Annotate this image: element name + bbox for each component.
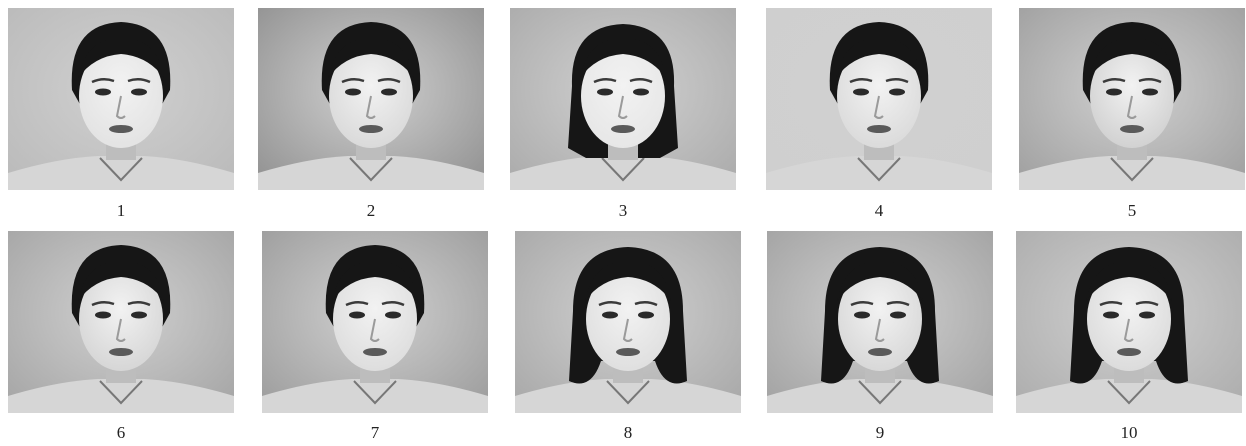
face-photo-4 [766,8,992,190]
face-caption-3: 3 [618,201,628,220]
face-photo-5 [1019,8,1245,190]
face-panel-10 [1016,231,1242,413]
face-photo-1 [8,8,234,190]
face-caption-7: 7 [370,423,380,442]
face-caption-10: 10 [1120,423,1138,442]
face-photo-7 [262,231,488,413]
face-photo-3 [510,8,736,190]
face-photo-10 [1016,231,1242,413]
face-photo-6 [8,231,234,413]
face-caption-6: 6 [116,423,126,442]
face-photo-8 [515,231,741,413]
face-panel-3 [510,8,736,190]
face-panel-7 [262,231,488,413]
face-panel-9 [767,231,993,413]
face-caption-4: 4 [874,201,884,220]
face-photo-9 [767,231,993,413]
face-panel-8 [515,231,741,413]
face-panel-6 [8,231,234,413]
face-photo-2 [258,8,484,190]
face-panel-1 [8,8,234,190]
face-caption-5: 5 [1127,201,1137,220]
face-caption-2: 2 [366,201,376,220]
face-caption-1: 1 [116,201,126,220]
face-panel-2 [258,8,484,190]
face-caption-9: 9 [875,423,885,442]
face-panel-5 [1019,8,1245,190]
face-caption-8: 8 [623,423,633,442]
face-panel-4 [766,8,992,190]
